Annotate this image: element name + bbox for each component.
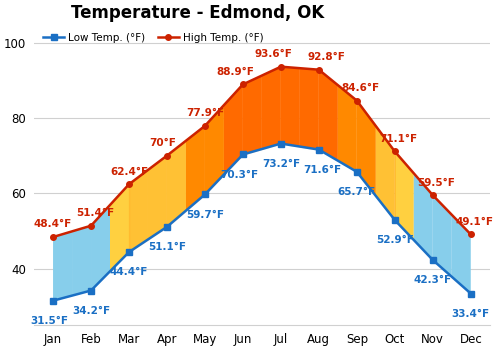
Polygon shape (395, 152, 414, 240)
Low Temp. (°F) (164, 225, 170, 229)
Low Temp. (°F) (468, 292, 474, 296)
Polygon shape (129, 170, 148, 252)
Text: 49.1°F: 49.1°F (456, 217, 494, 227)
Text: 93.6°F: 93.6°F (254, 49, 292, 59)
High Temp. (°F) (202, 124, 208, 128)
Polygon shape (224, 84, 243, 174)
Polygon shape (414, 173, 433, 260)
Text: 71.6°F: 71.6°F (304, 164, 342, 175)
High Temp. (°F) (126, 182, 132, 186)
Text: 31.5°F: 31.5°F (30, 316, 68, 326)
Text: Temperature - Edmond, OK: Temperature - Edmond, OK (70, 4, 324, 22)
Polygon shape (110, 184, 129, 271)
Text: 70°F: 70°F (150, 138, 176, 148)
Text: 65.7°F: 65.7°F (338, 187, 376, 197)
Text: 33.4°F: 33.4°F (452, 309, 490, 318)
Low Temp. (°F) (354, 170, 360, 174)
High Temp. (°F) (468, 232, 474, 237)
Low Temp. (°F) (50, 299, 56, 303)
Text: 51.4°F: 51.4°F (76, 208, 114, 218)
Polygon shape (281, 67, 300, 147)
Low Temp. (°F) (240, 152, 246, 156)
High Temp. (°F) (392, 149, 398, 154)
Line: High Temp. (°F): High Temp. (°F) (50, 64, 474, 240)
Text: 44.4°F: 44.4°F (110, 267, 148, 277)
Low Temp. (°F) (316, 147, 322, 152)
Polygon shape (91, 205, 110, 290)
High Temp. (°F) (240, 82, 246, 86)
Text: 34.2°F: 34.2°F (72, 306, 110, 316)
Low Temp. (°F) (430, 258, 436, 262)
Polygon shape (205, 105, 224, 195)
Low Temp. (°F) (126, 250, 132, 254)
Polygon shape (186, 126, 205, 211)
Low Temp. (°F) (278, 141, 284, 146)
Text: 84.6°F: 84.6°F (342, 83, 380, 93)
Text: 70.3°F: 70.3°F (220, 169, 258, 180)
Polygon shape (357, 100, 376, 196)
High Temp. (°F) (50, 235, 56, 239)
Text: 59.7°F: 59.7°F (186, 210, 224, 219)
High Temp. (°F) (354, 98, 360, 103)
Text: 51.1°F: 51.1°F (148, 242, 186, 252)
Text: 59.5°F: 59.5°F (418, 178, 456, 188)
Text: 42.3°F: 42.3°F (414, 275, 452, 285)
Text: 77.9°F: 77.9°F (186, 108, 224, 118)
Polygon shape (167, 141, 186, 227)
Text: 73.2°F: 73.2°F (262, 159, 300, 169)
Line: Low Temp. (°F): Low Temp. (°F) (50, 141, 474, 303)
High Temp. (°F) (316, 68, 322, 72)
Text: 48.4°F: 48.4°F (34, 219, 72, 230)
Polygon shape (300, 68, 319, 149)
Polygon shape (262, 67, 281, 149)
Text: 92.8°F: 92.8°F (308, 52, 346, 62)
High Temp. (°F) (88, 224, 94, 228)
Polygon shape (53, 231, 72, 301)
Polygon shape (148, 156, 167, 239)
High Temp. (°F) (164, 154, 170, 158)
Polygon shape (376, 126, 395, 220)
High Temp. (°F) (430, 193, 436, 197)
Low Temp. (°F) (202, 193, 208, 197)
Polygon shape (243, 76, 262, 154)
Text: 52.9°F: 52.9°F (376, 235, 414, 245)
Polygon shape (452, 215, 471, 294)
Polygon shape (433, 195, 452, 277)
Polygon shape (72, 226, 91, 296)
Polygon shape (338, 85, 357, 172)
High Temp. (°F) (278, 65, 284, 69)
Text: 62.4°F: 62.4°F (110, 167, 148, 177)
Polygon shape (319, 70, 338, 161)
Legend: Low Temp. (°F), High Temp. (°F): Low Temp. (°F), High Temp. (°F) (40, 29, 268, 47)
Text: 71.1°F: 71.1°F (380, 134, 418, 144)
Text: 88.9°F: 88.9°F (216, 67, 254, 77)
Low Temp. (°F) (88, 288, 94, 293)
Low Temp. (°F) (392, 218, 398, 222)
